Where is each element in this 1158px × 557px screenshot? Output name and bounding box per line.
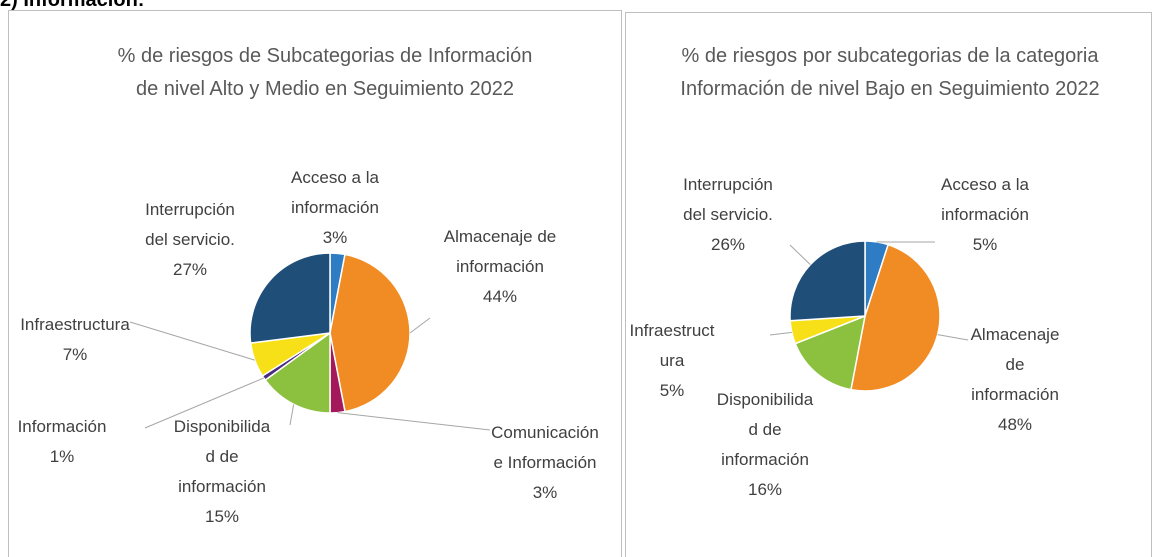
value-label: 27% xyxy=(172,260,208,279)
pie-slice xyxy=(264,331,331,414)
data-label: Comunicación e Información 3% xyxy=(490,418,600,508)
leader-line xyxy=(789,244,811,266)
legend-label: Interrupción del servicio. xyxy=(145,200,235,249)
legend-label: Interrupción del servicio. xyxy=(683,175,773,224)
data-label: Información 1% xyxy=(17,412,107,472)
legend-label: Comunicación e Información xyxy=(491,423,599,472)
pie-slice xyxy=(789,240,866,322)
value-label: 48% xyxy=(997,415,1033,434)
value-label: 1% xyxy=(49,447,75,466)
pie-slice xyxy=(794,314,866,391)
legend-label: Información xyxy=(17,417,107,436)
leader-line xyxy=(937,334,969,341)
legend-label: Acceso a la información xyxy=(941,175,1029,224)
data-label: Almacenaje de información 48% xyxy=(965,320,1065,440)
leader-line xyxy=(144,377,265,429)
leader-line xyxy=(769,331,792,336)
value-label: 5% xyxy=(659,381,685,400)
legend-label: Almacenaje de información xyxy=(970,325,1060,404)
legend-label: Infraestructura xyxy=(20,315,130,334)
value-label: 3% xyxy=(532,483,558,502)
legend-label: Disponibilidad de información xyxy=(716,390,814,469)
data-label: Infraestructura 5% xyxy=(627,316,717,406)
pie-slice xyxy=(329,253,411,413)
data-label: Interrupción del servicio. 26% xyxy=(678,170,778,260)
legend-label: Disponibilidad de información xyxy=(173,417,271,496)
data-label: Acceso a la información 3% xyxy=(285,163,385,253)
value-label: 7% xyxy=(62,345,88,364)
chart-title: % de riesgos de Subcategorias de Informa… xyxy=(117,45,533,100)
data-label: Infraestructura 7% xyxy=(20,310,130,370)
leader-line xyxy=(129,321,255,361)
value-label: 26% xyxy=(710,235,746,254)
heading: 2) Información: xyxy=(0,0,145,11)
value-label: 16% xyxy=(747,480,783,499)
leader-line xyxy=(409,317,431,334)
data-label: Disponibilidad de información 16% xyxy=(715,385,815,505)
value-label: 5% xyxy=(972,235,998,254)
value-label: 3% xyxy=(322,228,348,247)
data-label: Almacenaje de información 44% xyxy=(435,222,565,312)
value-label: 15% xyxy=(204,507,240,526)
legend-label: Infraestructura xyxy=(629,321,715,370)
chart-title: % de riesgos por subcategorias de la cat… xyxy=(680,45,1100,100)
value-label: 44% xyxy=(482,287,518,306)
data-label: Interrupción del servicio. 27% xyxy=(140,195,240,285)
pie-slice xyxy=(249,252,331,344)
leader-line xyxy=(289,404,295,426)
data-label: Acceso a la información 5% xyxy=(935,170,1035,260)
legend-label: Acceso a la información xyxy=(291,168,379,217)
legend-label: Almacenaje de información xyxy=(443,227,557,276)
data-label: Disponibilidad de información 15% xyxy=(172,412,272,532)
leader-line xyxy=(337,412,491,431)
